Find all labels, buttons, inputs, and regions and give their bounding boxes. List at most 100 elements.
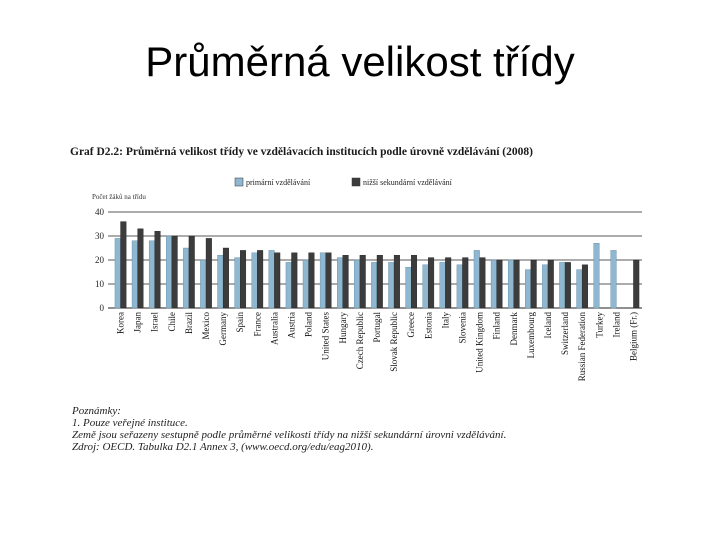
bar-primary: [268, 250, 275, 309]
bar-lower-secondary: [564, 262, 571, 309]
bar-primary: [251, 252, 258, 309]
bar-lower-secondary: [581, 264, 588, 309]
x-tick-label: Russian Federation: [577, 312, 587, 382]
bar-primary: [166, 235, 173, 309]
x-tick-label: Ireland: [611, 312, 621, 338]
x-tick-label: United Kingdom: [475, 312, 485, 373]
notes-line-1: 1. Pouze veřejné instituce.: [72, 417, 188, 429]
x-tick-label: Denmark: [509, 312, 519, 346]
bar-primary: [388, 262, 395, 309]
x-tick-label: Estonia: [423, 312, 433, 339]
x-tick-label: Switzerland: [560, 312, 570, 355]
bar-primary: [148, 240, 155, 309]
x-axis-labels: Korea Japan Israel Chile Brazil Mexico Germany…: [116, 312, 639, 382]
bar-primary: [319, 252, 326, 309]
y-tick-label: 0: [100, 303, 105, 313]
bar-lower-secondary: [530, 259, 537, 309]
x-tick-label: Slovenia: [457, 312, 467, 344]
notes-heading: Poznámky:: [72, 405, 121, 417]
bar-primary: [371, 262, 378, 309]
bar-lower-secondary: [496, 259, 503, 309]
y-tick-label: 40: [95, 207, 105, 217]
bar-lower-secondary: [274, 252, 281, 309]
bar-lower-secondary: [462, 257, 469, 309]
bar-lower-secondary: [376, 254, 383, 309]
y-tick-label: 20: [95, 255, 105, 265]
bar-lower-secondary: [547, 259, 554, 309]
x-tick-label: Poland: [304, 312, 314, 338]
x-tick-label: Greece: [406, 312, 416, 337]
bar-lower-secondary: [171, 235, 178, 309]
x-tick-label: Brazil: [184, 312, 194, 334]
x-tick-label: Mexico: [201, 312, 211, 340]
bar-primary: [473, 250, 480, 309]
notes-block: Poznámky: 1. Pouze veřejné instituce. Ze…: [72, 405, 506, 453]
bar-lower-secondary: [205, 238, 212, 309]
bar-primary: [131, 240, 138, 309]
bar-primary: [302, 259, 309, 309]
bar-primary: [559, 262, 566, 309]
x-tick-label: Chile: [167, 312, 177, 332]
legend-label-1: primární vzdělávání: [246, 178, 311, 187]
x-tick-label: Italy: [440, 312, 450, 329]
bar-lower-secondary: [291, 252, 298, 309]
bar-primary: [183, 247, 190, 309]
notes-line-2: Země jsou seřazeny sestupně podle průměr…: [72, 429, 507, 441]
bar-lower-secondary: [513, 259, 520, 309]
chart-legend: primární vzdělávání nižší sekundární vzdě…: [234, 177, 453, 187]
bar-primary: [456, 264, 463, 309]
bar-primary: [610, 250, 617, 309]
bar-lower-secondary: [120, 221, 127, 309]
bar-primary: [337, 257, 344, 309]
bar-primary: [422, 264, 429, 309]
chart-area: primární vzdělávání nižší sekundární vzdě…: [70, 170, 650, 400]
bar-lower-secondary: [359, 254, 366, 309]
bar-lower-secondary: [325, 252, 332, 309]
bar-lower-secondary: [428, 257, 435, 309]
bar-lower-secondary: [445, 257, 452, 309]
bar-lower-secondary: [308, 252, 315, 309]
x-tick-label: Australia: [269, 312, 279, 345]
x-tick-label: Israel: [150, 312, 160, 332]
notes-line-3: Zdroj: OECD. Tabulka D2.1 Annex 3, (www.…: [72, 441, 374, 453]
x-tick-label: Japan: [133, 312, 143, 333]
x-tick-label: Iceland: [543, 312, 553, 339]
x-tick-label: France: [252, 312, 262, 337]
bar-primary: [490, 259, 497, 309]
bar-lower-secondary: [154, 231, 161, 309]
legend-swatch-2: [351, 177, 361, 187]
bar-primary: [285, 262, 292, 309]
bar-primary: [542, 264, 549, 309]
x-tick-label: Austria: [287, 312, 297, 339]
x-tick-label: Hungary: [338, 312, 348, 344]
bar-lower-secondary: [240, 250, 247, 309]
chart-title: Graf D2.2: Průměrná velikost třídy ve vz…: [70, 146, 533, 158]
x-tick-label: Finland: [492, 312, 502, 340]
slide-title: Průměrná velikost třídy: [145, 38, 575, 85]
bar-lower-secondary: [393, 254, 400, 309]
bar-primary: [507, 259, 514, 309]
x-tick-label: Belgium (Fr.): [628, 312, 638, 361]
y-tick-label: 10: [95, 279, 105, 289]
bar-primary: [234, 257, 241, 309]
bar-lower-secondary: [137, 228, 144, 309]
bar-primary: [114, 238, 121, 309]
bar-primary: [200, 259, 207, 309]
bar-lower-secondary: [410, 254, 417, 309]
x-tick-label: Czech Republic: [355, 312, 365, 369]
bar-lower-secondary: [342, 254, 349, 309]
bar-lower-secondary: [257, 250, 264, 309]
x-tick-label: Korea: [116, 312, 126, 334]
bar-primary: [439, 262, 446, 309]
bar-lower-secondary: [633, 259, 640, 309]
x-tick-label: United States: [321, 312, 331, 361]
x-tick-label: Germany: [218, 312, 228, 346]
x-tick-label: Slovak Republic: [389, 312, 399, 372]
x-tick-label: Turkey: [594, 312, 604, 338]
y-axis-label: Počet žáků na třídu: [92, 193, 146, 201]
x-tick-label: Luxembourg: [526, 312, 536, 359]
bar-lower-secondary: [479, 257, 486, 309]
bar-primary: [525, 269, 532, 309]
x-tick-label: Spain: [235, 312, 245, 333]
bar-primary: [405, 266, 412, 309]
